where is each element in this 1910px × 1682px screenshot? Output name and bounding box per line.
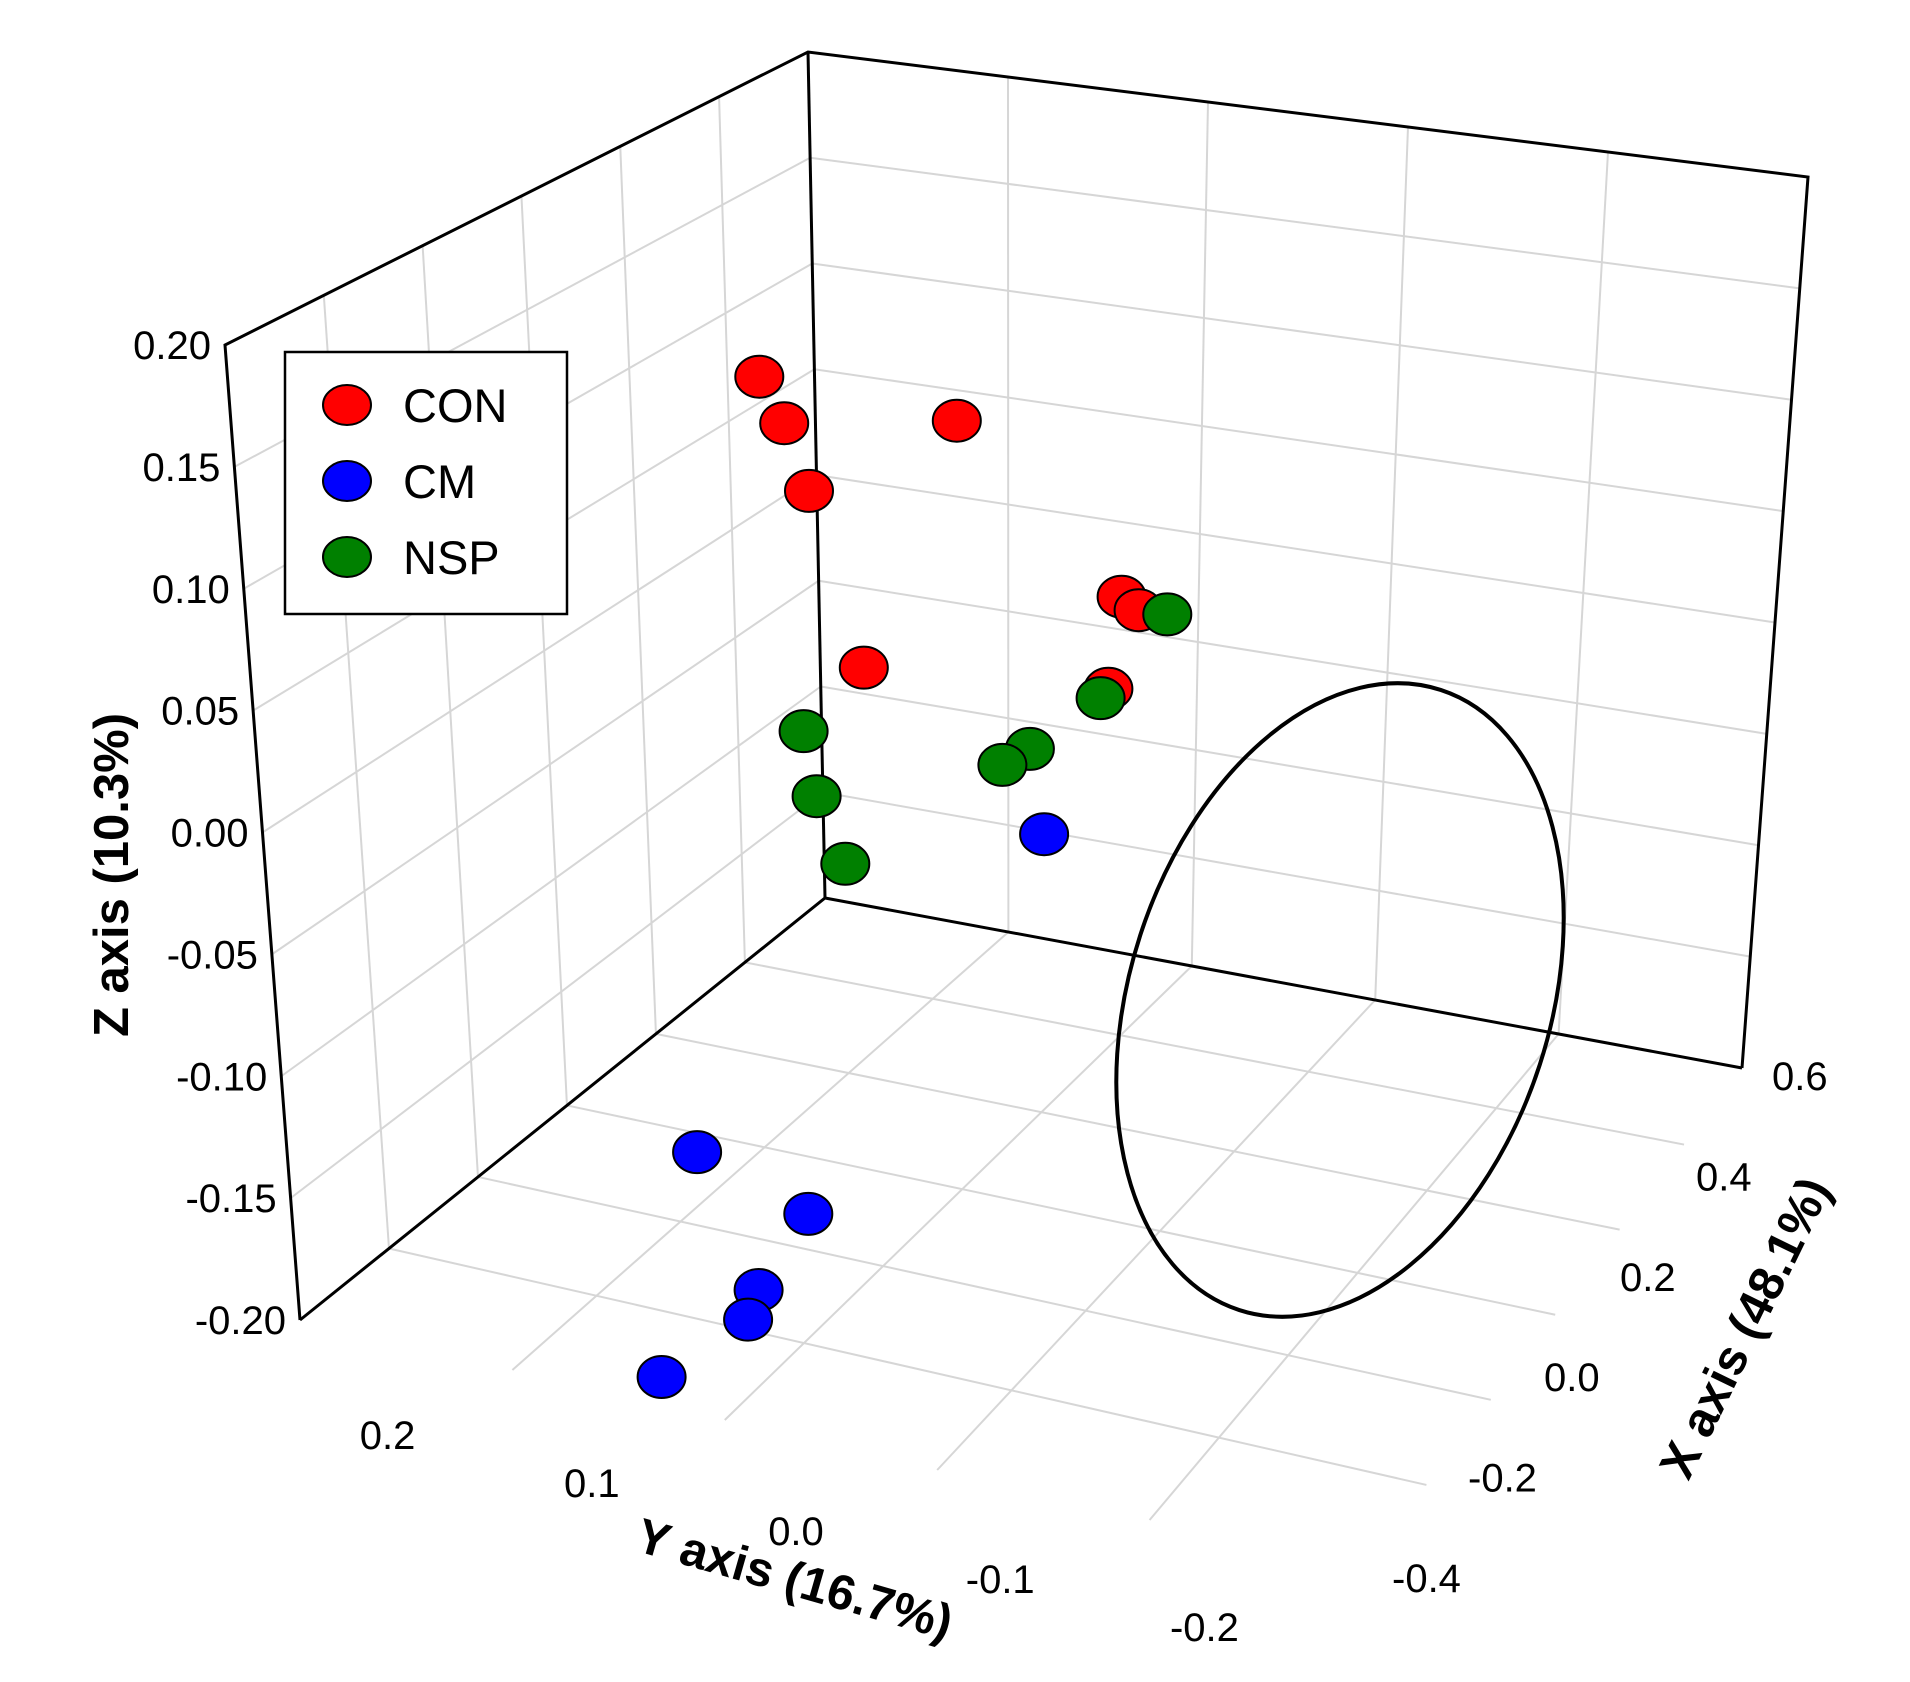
z-tick-label: 0.10 xyxy=(152,568,230,612)
x-axis-title: X axis (48.1%) xyxy=(1650,1169,1842,1486)
y-tick-label: -0.2 xyxy=(1170,1606,1239,1650)
floor-grid-line-y xyxy=(477,1175,1492,1401)
z-tick-label: -0.20 xyxy=(195,1299,286,1343)
legend: CON CM NSP xyxy=(283,350,569,616)
cm-cluster-ellipse xyxy=(1114,681,1566,1319)
floor-grid-line-x xyxy=(724,965,1193,1421)
right-wall-z-grid-line xyxy=(812,262,1792,401)
point-cm xyxy=(672,1130,723,1175)
z-tick-label: -0.10 xyxy=(176,1055,267,1099)
z-tick-label: 0.15 xyxy=(143,446,221,490)
legend-marker-con xyxy=(322,384,372,426)
right-wall-z-grid-line xyxy=(814,368,1784,513)
legend-label-nsp: NSP xyxy=(403,531,500,584)
floor-grid-line-x xyxy=(511,931,1010,1371)
y-tick-label: 0.2 xyxy=(360,1414,416,1458)
point-nsp xyxy=(791,774,842,819)
point-con xyxy=(838,645,889,690)
right-wall-z-grid-line xyxy=(822,791,1751,958)
legend-label-con: CON xyxy=(403,379,507,432)
axes-frame xyxy=(223,50,1810,1322)
point-con xyxy=(931,398,982,443)
y-tick-label: 0.0 xyxy=(768,1510,824,1554)
z-tick-label: -0.05 xyxy=(167,933,258,977)
x-tick-label: 0.0 xyxy=(1544,1356,1600,1400)
x-tick-label: 0.2 xyxy=(1620,1256,1676,1300)
right-wall-z-grid-line xyxy=(820,685,1759,847)
left-wall-z-grid-line xyxy=(290,791,824,1199)
z-tick-label: 0.20 xyxy=(133,324,211,368)
data-points xyxy=(636,354,1193,1399)
legend-label-cm: CM xyxy=(403,455,476,508)
z-axis-title: Z axis (10.3%) xyxy=(85,713,139,1037)
legend-marker-cm xyxy=(322,460,372,502)
y-tick-label: 0.1 xyxy=(564,1462,620,1506)
point-nsp xyxy=(778,709,829,754)
right-wall-z-grid-line xyxy=(809,156,1800,290)
point-nsp xyxy=(820,841,871,886)
point-nsp xyxy=(977,742,1028,787)
point-con xyxy=(784,468,834,513)
point-nsp xyxy=(1142,592,1193,637)
z-tick-label: -0.15 xyxy=(185,1177,276,1221)
x-tick-label: -0.2 xyxy=(1468,1457,1537,1501)
x-tick-label: 0.4 xyxy=(1696,1155,1752,1199)
left-wall-z-grid-line xyxy=(261,474,818,834)
floor-grid-line-y xyxy=(388,1247,1427,1486)
legend-marker-nsp xyxy=(322,536,372,578)
x-tick-label: -0.4 xyxy=(1392,1557,1461,1601)
point-cm xyxy=(636,1355,687,1399)
point-cm xyxy=(1019,812,1070,857)
left-wall-z-grid-line xyxy=(271,579,820,956)
point-cm xyxy=(783,1191,834,1236)
tick-labels: -0.20-0.15-0.10-0.050.000.050.100.150.20… xyxy=(133,324,1827,1650)
floor-grid-line-x xyxy=(936,999,1376,1471)
grid-lines xyxy=(233,76,1800,1521)
floor-grid-line-x xyxy=(1148,1033,1560,1521)
point-cm xyxy=(723,1297,774,1342)
point-con xyxy=(759,401,810,446)
z-tick-label: 0.05 xyxy=(161,690,239,734)
right-wall-z-grid-line xyxy=(816,474,1776,624)
x-tick-label: 0.6 xyxy=(1772,1055,1828,1099)
z-tick-label: 0.00 xyxy=(171,812,249,856)
point-nsp xyxy=(1075,676,1126,721)
right-wall-z-grid-line xyxy=(818,579,1767,735)
point-con xyxy=(734,354,785,399)
floor-grid-line-y xyxy=(566,1104,1556,1316)
floor-grid-line-y xyxy=(655,1032,1620,1231)
cube-outer-frame xyxy=(223,50,1810,1321)
y-tick-label: -0.1 xyxy=(966,1558,1035,1602)
left-wall-z-grid-line xyxy=(280,685,822,1078)
floor-grid-line-y xyxy=(744,961,1685,1146)
